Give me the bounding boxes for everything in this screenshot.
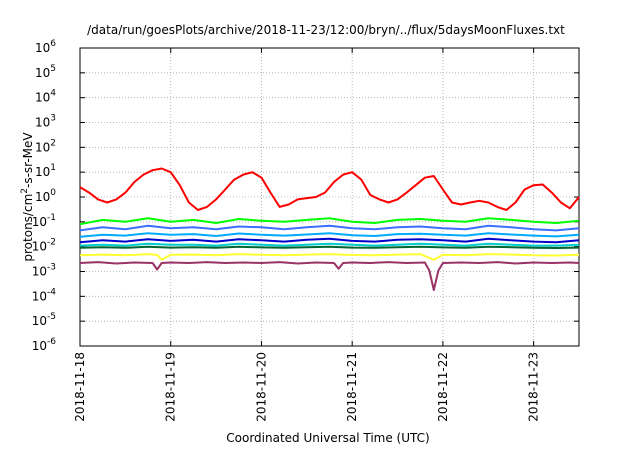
series-line-8 xyxy=(79,253,580,261)
x-tick-label: 2018-11-22 xyxy=(436,352,450,422)
y-tick-label-exp: -5 xyxy=(47,312,56,322)
y-tick-label: 10-4 xyxy=(32,287,57,303)
series-line-6 xyxy=(79,242,580,247)
series-line-5 xyxy=(79,237,580,244)
y-tick-label-base: 10 xyxy=(35,91,50,105)
y-tick-label: 10-3 xyxy=(32,263,56,279)
x-tick-label: 2018-11-21 xyxy=(345,352,359,422)
y-tick-label-exp: -3 xyxy=(47,263,56,273)
series-line-4 xyxy=(79,232,580,238)
y-tick-label-base: 10 xyxy=(32,339,47,353)
y-tick-label-base: 10 xyxy=(35,116,50,130)
y-tick-label-exp: -2 xyxy=(47,238,56,248)
y-tick-label: 10-2 xyxy=(32,238,56,254)
y-tick-label-base: 10 xyxy=(35,41,50,55)
x-tick-label: 2018-11-19 xyxy=(164,352,178,422)
y-tick-label-base: 10 xyxy=(32,314,47,328)
y-tick-label-exp: 4 xyxy=(50,89,56,99)
y-tick-label-exp: -4 xyxy=(47,287,56,297)
y-tick-label-exp: -1 xyxy=(47,213,56,223)
series-line-1 xyxy=(79,167,580,211)
y-tick-label: 10-5 xyxy=(32,312,56,328)
x-tick-label: 2018-11-23 xyxy=(527,352,541,422)
series-group xyxy=(79,167,580,291)
x-tick-label: 2018-11-20 xyxy=(254,352,268,422)
x-tick-label: 2018-11-18 xyxy=(73,352,87,422)
y-tick-label: 100 xyxy=(35,188,56,204)
y-axis-label-base: protons/cm xyxy=(21,194,35,262)
y-tick-label-exp: 3 xyxy=(50,114,56,124)
y-tick-label-exp: 1 xyxy=(50,163,56,173)
y-tick-label-exp: 5 xyxy=(50,64,56,74)
y-tick-label-base: 10 xyxy=(35,165,50,179)
y-axis-label-sup: 2 xyxy=(20,188,30,194)
y-tick-label-base: 10 xyxy=(35,140,50,154)
y-tick-label-base: 10 xyxy=(32,240,47,254)
y-tick-label-exp: 6 xyxy=(50,39,56,49)
y-tick-label: 103 xyxy=(35,114,56,130)
y-axis-label: protons/cm2-s-sr-MeV xyxy=(20,132,35,262)
y-tick-label-base: 10 xyxy=(35,190,50,204)
grid-lines xyxy=(80,48,579,346)
y-axis: 10-610-510-410-310-210-11001011021031041… xyxy=(32,39,579,353)
y-axis-label-rest: -s-sr-MeV xyxy=(21,132,35,188)
chart-title: /data/run/goesPlots/archive/2018-11-23/1… xyxy=(87,23,565,37)
y-tick-label-base: 10 xyxy=(35,66,50,80)
y-tick-label: 102 xyxy=(35,138,56,154)
y-tick-label: 10-6 xyxy=(32,337,57,353)
y-tick-label: 101 xyxy=(35,163,56,179)
series-line-3 xyxy=(79,224,580,232)
series-line-9 xyxy=(79,261,580,291)
series-line-7 xyxy=(79,245,580,249)
y-tick-label-base: 10 xyxy=(32,215,47,229)
x-axis: 2018-11-18 2018-11-19 2018-11-20 2018-11-21… xyxy=(73,48,541,422)
y-tick-label: 10-1 xyxy=(32,213,56,229)
y-tick-label-exp: 2 xyxy=(50,138,56,148)
y-tick-label: 104 xyxy=(35,89,56,105)
y-tick-label: 105 xyxy=(35,64,56,80)
y-tick-label-exp: -6 xyxy=(47,337,56,347)
y-tick-label-exp: 0 xyxy=(50,188,56,198)
y-tick-label: 106 xyxy=(35,39,56,55)
y-tick-label-base: 10 xyxy=(32,289,47,303)
y-tick-label-base: 10 xyxy=(32,265,47,279)
x-axis-label: Coordinated Universal Time (UTC) xyxy=(226,431,429,445)
series-line-2 xyxy=(79,217,580,226)
